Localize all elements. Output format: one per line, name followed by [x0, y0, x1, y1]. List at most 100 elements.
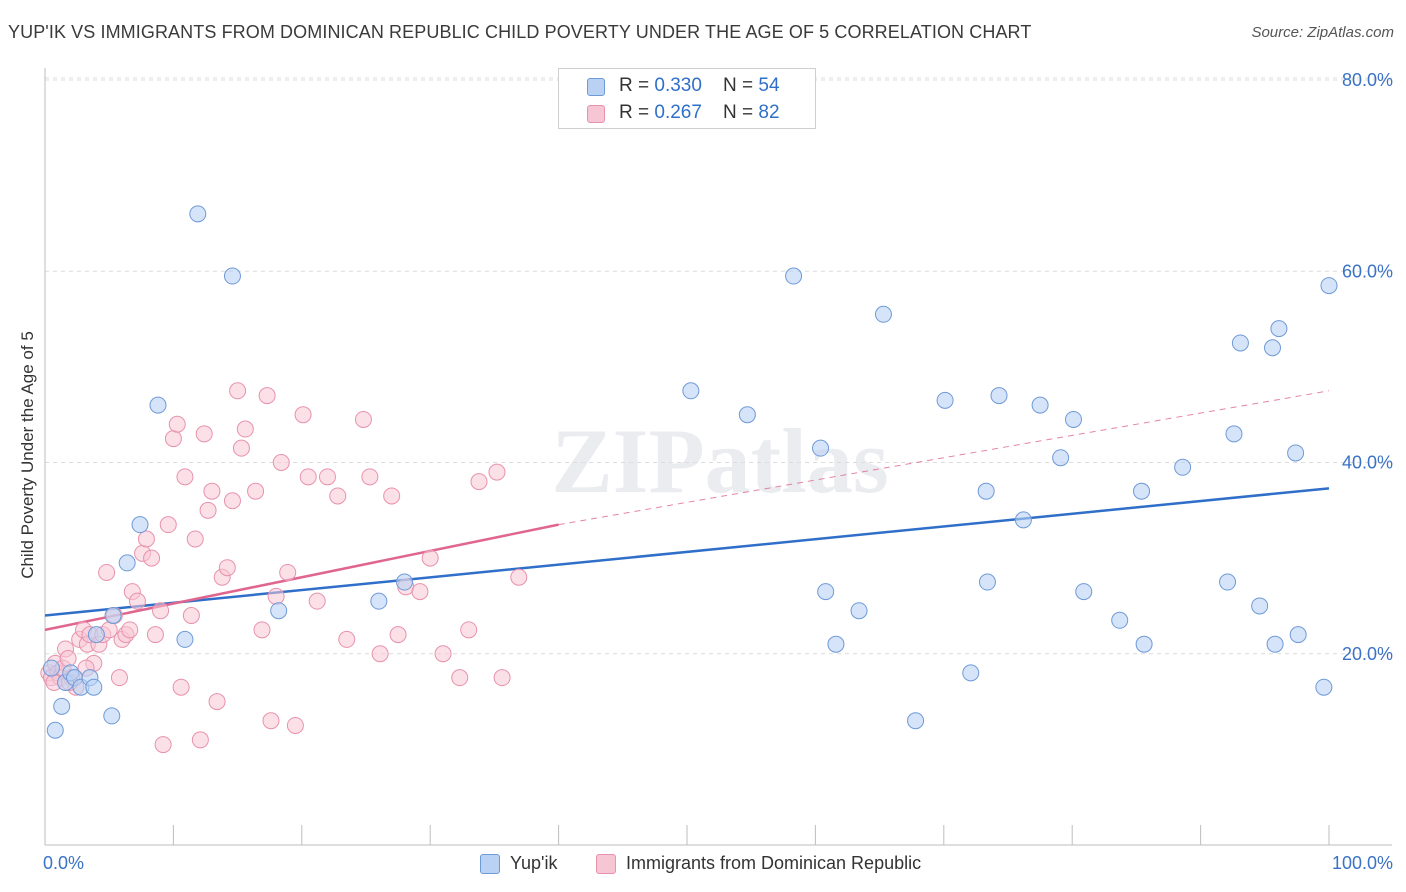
point-immigrants	[59, 650, 77, 668]
point-yupik	[87, 626, 105, 644]
point-immigrants	[308, 592, 326, 610]
point-immigrants	[253, 621, 271, 639]
point-immigrants	[186, 530, 204, 548]
legend-n-value: 54	[758, 75, 780, 96]
point-yupik	[131, 516, 149, 534]
point-immigrants	[371, 645, 389, 663]
point-immigrants	[411, 583, 429, 601]
point-yupik	[1266, 635, 1284, 653]
point-immigrants	[262, 712, 280, 730]
point-yupik	[85, 678, 103, 696]
legend-label-immigrants: Immigrants from Dominican Republic	[626, 853, 922, 873]
point-immigrants	[159, 516, 177, 534]
legend-swatch-blue	[587, 78, 605, 96]
point-immigrants	[510, 568, 528, 586]
point-immigrants	[493, 669, 511, 687]
legend-swatch-blue	[480, 854, 500, 874]
point-yupik	[1075, 583, 1093, 601]
point-yupik	[785, 267, 803, 285]
watermark: ZIPatlas	[551, 410, 888, 512]
series-immigrants-points	[40, 382, 528, 754]
point-immigrants	[191, 731, 209, 749]
point-immigrants	[164, 430, 182, 448]
point-yupik	[1174, 458, 1192, 476]
point-immigrants	[172, 678, 190, 696]
point-immigrants	[128, 592, 146, 610]
point-yupik	[1111, 611, 1129, 629]
point-immigrants	[488, 463, 506, 481]
point-yupik	[1225, 425, 1243, 443]
point-immigrants	[146, 626, 164, 644]
point-yupik	[176, 630, 194, 648]
point-yupik	[1264, 339, 1282, 357]
point-immigrants	[154, 736, 172, 754]
point-yupik	[850, 602, 868, 620]
point-yupik	[1320, 277, 1338, 295]
trendline-immigrants-solid	[44, 523, 559, 632]
legend-swatch-pink	[596, 854, 616, 874]
point-yupik	[104, 607, 122, 624]
point-yupik	[682, 382, 700, 400]
page-title: YUP'IK VS IMMIGRANTS FROM DOMINICAN REPU…	[8, 22, 1032, 42]
point-yupik	[812, 439, 830, 457]
point-yupik	[189, 205, 207, 223]
y-tick-label: 60.0%	[1342, 261, 1393, 281]
x-tick-label: 0.0%	[43, 853, 84, 873]
point-immigrants	[318, 468, 336, 486]
point-immigrants	[299, 468, 317, 486]
point-immigrants	[229, 382, 247, 400]
point-yupik	[46, 721, 64, 739]
point-yupik	[370, 592, 388, 610]
x-tick-label: 100.0%	[1332, 853, 1393, 873]
point-yupik	[1014, 511, 1032, 529]
point-immigrants	[199, 501, 217, 519]
axes	[44, 68, 1392, 846]
point-immigrants	[218, 559, 236, 577]
point-immigrants	[383, 487, 401, 505]
point-immigrants	[110, 669, 128, 687]
point-immigrants	[258, 387, 276, 405]
point-immigrants	[152, 602, 170, 620]
y-tick-label: 40.0%	[1342, 453, 1393, 473]
point-immigrants	[272, 454, 290, 471]
trendline-yupik	[44, 487, 1330, 617]
point-immigrants	[121, 621, 139, 639]
point-immigrants	[361, 468, 379, 486]
point-yupik	[1231, 334, 1249, 352]
point-immigrants	[279, 563, 297, 581]
point-immigrants	[203, 482, 221, 500]
legend-n-label: N =	[723, 75, 759, 96]
point-yupik	[874, 305, 892, 323]
point-immigrants	[389, 626, 407, 644]
point-yupik	[42, 659, 60, 677]
point-yupik	[817, 583, 835, 601]
point-yupik	[1031, 396, 1049, 414]
point-immigrants	[354, 410, 372, 428]
point-immigrants	[223, 492, 241, 510]
legend-swatch-pink	[587, 105, 605, 123]
legend-n-label: N =	[723, 102, 759, 123]
trend-lines	[44, 390, 1330, 632]
trendline-immigrants-dashed	[558, 390, 1330, 526]
point-immigrants	[338, 630, 356, 648]
point-immigrants	[434, 645, 452, 663]
point-immigrants	[267, 587, 285, 605]
point-yupik	[990, 387, 1008, 405]
point-yupik	[270, 602, 288, 620]
point-yupik	[1270, 320, 1288, 338]
point-yupik	[103, 707, 121, 725]
point-immigrants	[294, 406, 312, 424]
y-tick-label: 20.0%	[1342, 644, 1393, 664]
point-immigrants	[470, 473, 488, 491]
point-immigrants	[421, 549, 439, 567]
point-immigrants	[208, 693, 226, 711]
point-yupik	[977, 482, 995, 500]
point-yupik	[962, 664, 980, 682]
legend-n-value: 82	[758, 102, 780, 123]
point-yupik	[978, 573, 996, 591]
legend-r-label: R =	[619, 75, 655, 96]
source-credit: Source: ZipAtlas.com	[1251, 24, 1394, 41]
legend-r-label: R =	[619, 102, 655, 123]
point-immigrants	[232, 439, 250, 457]
